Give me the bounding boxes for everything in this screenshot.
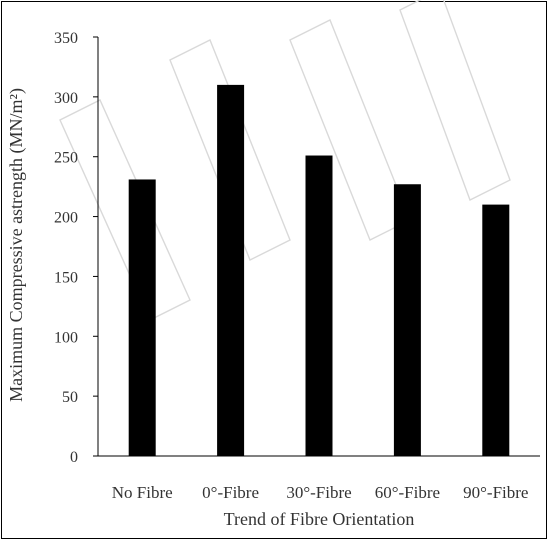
x-category-label: 0°-Fibre: [202, 483, 259, 502]
y-tick-label: 0: [70, 449, 78, 466]
x-axis-categories: No Fibre 0°-Fibre 30°-Fibre 60°-Fibre 90°-Fi…: [112, 483, 529, 502]
x-category-label: No Fibre: [112, 483, 173, 502]
x-axis-title: Trend of Fibre Orientation: [224, 509, 415, 529]
bar-90-fibre: [482, 205, 509, 456]
x-category-label: 60°-Fibre: [375, 483, 440, 502]
y-tick-label: 350: [54, 30, 78, 47]
y-tick-label: 250: [54, 150, 78, 167]
watermark-letter-3: [400, 0, 510, 200]
y-tick-label: 50: [62, 389, 78, 406]
y-tick-label: 100: [54, 329, 78, 346]
y-axis-title: Maximum Compressive astrength (MN/m²): [6, 88, 27, 402]
y-axis-ticks: 0 50 100 150 200 250 300 350: [54, 30, 98, 466]
watermark: [60, 0, 510, 320]
bar-no-fibre: [129, 179, 156, 456]
bar-60-fibre: [394, 184, 421, 456]
bars: [129, 85, 510, 456]
x-category-label: 90°-Fibre: [463, 483, 528, 502]
y-tick-label: 150: [54, 269, 78, 286]
x-category-label: 30°-Fibre: [286, 483, 351, 502]
y-tick-label: 300: [54, 90, 78, 107]
bar-0-fibre: [217, 85, 244, 456]
bar-30-fibre: [306, 156, 333, 456]
y-tick-label: 200: [54, 210, 78, 227]
watermark-letter-0: [60, 100, 190, 320]
